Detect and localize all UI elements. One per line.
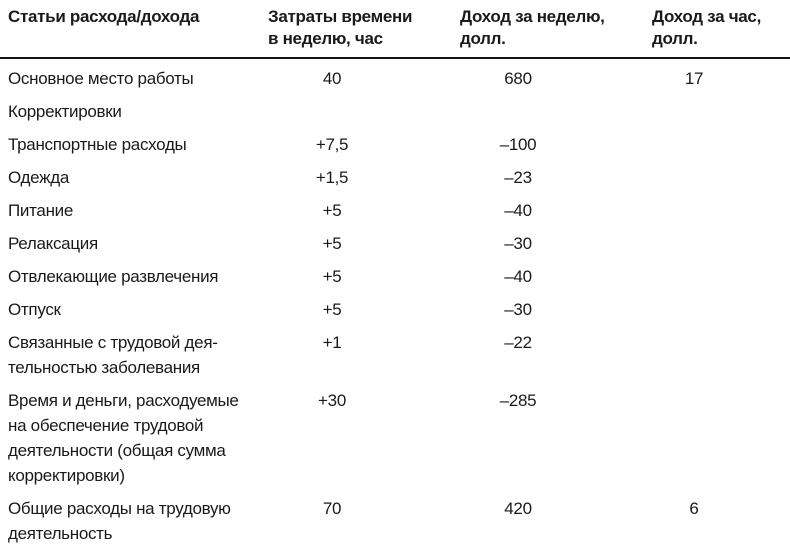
cell-item: Основное место работы	[8, 69, 194, 88]
cell-income-per-hour	[644, 161, 790, 194]
table-row: Релаксация +5 –30	[0, 227, 790, 260]
cell-income-per-hour	[644, 260, 790, 293]
cell-item: Отпуск	[8, 300, 61, 319]
cell-income-per-week: –30	[504, 300, 532, 319]
cell-item: Связанные с трудовой дея- тельностью заб…	[8, 333, 218, 377]
header-row: Статьи расхода/дохода Затраты времени в …	[0, 0, 790, 59]
cell-income-per-week	[452, 95, 644, 128]
table-row: Основное место работы 40 680 17	[0, 58, 790, 95]
cell-item: Корректировки	[8, 102, 122, 121]
header-income-per-week: Доход за неделю, долл.	[452, 0, 644, 59]
table-body: Основное место работы 40 680 17 Корректи…	[0, 58, 790, 550]
cell-time-per-week: +5	[322, 201, 342, 220]
table-row: Отвлекающие развлечения +5 –40	[0, 260, 790, 293]
cell-income-per-hour: 6	[689, 499, 699, 518]
cell-income-per-week: –40	[504, 201, 532, 220]
cell-income-per-hour	[644, 384, 790, 492]
cell-item: Отвлекающие развлечения	[8, 267, 219, 286]
cell-income-per-week: –100	[499, 135, 537, 154]
cell-time-per-week: +5	[322, 234, 342, 253]
cell-time-per-week: 40	[322, 69, 342, 88]
cell-income-per-week: 420	[504, 499, 532, 518]
cell-time-per-week: +7,5	[315, 135, 349, 154]
cell-time-per-week: +1	[322, 333, 342, 352]
cell-time-per-week: +30	[318, 391, 346, 410]
table-row: Связанные с трудовой дея- тельностью заб…	[0, 326, 790, 384]
cell-income-per-week: –23	[504, 168, 532, 187]
cell-income-per-week: –22	[504, 333, 532, 352]
cell-income-per-hour	[644, 194, 790, 227]
cell-item: Одежда	[8, 168, 69, 187]
cell-income-per-week: –40	[504, 267, 532, 286]
cell-time-per-week: 70	[322, 499, 342, 518]
table-row: Одежда +1,5 –23	[0, 161, 790, 194]
table-row: Питание +5 –40	[0, 194, 790, 227]
header-time-per-week: Затраты времени в неделю, час	[260, 0, 452, 59]
cell-income-per-week: –285	[499, 391, 537, 410]
table-row: Корректировки	[0, 95, 790, 128]
cell-income-per-week: 680	[504, 69, 532, 88]
cell-income-per-week: –30	[504, 234, 532, 253]
cell-item: Время и деньги, расходуемые на обеспечен…	[8, 391, 239, 485]
cell-time-per-week: +1,5	[315, 168, 349, 187]
cell-item: Питание	[8, 201, 74, 220]
cell-item: Общие расходы на трудовую деятельность	[8, 499, 231, 543]
cell-income-per-hour	[644, 95, 790, 128]
cell-time-per-week: +5	[322, 267, 342, 286]
cell-time-per-week	[260, 95, 452, 128]
cell-income-per-hour	[644, 293, 790, 326]
cell-income-per-hour	[644, 326, 790, 384]
header-items: Статьи расхода/дохода	[0, 0, 260, 59]
cell-income-per-hour	[644, 227, 790, 260]
table-row: Транспортные расходы +7,5 –100	[0, 128, 790, 161]
header-income-per-hour: Доход за час, долл.	[644, 0, 790, 59]
cell-time-per-week: +5	[322, 300, 342, 319]
table-row: Общие расходы на трудовую деятельность 7…	[0, 492, 790, 550]
cell-income-per-hour: 17	[684, 69, 704, 88]
table-row: Отпуск +5 –30	[0, 293, 790, 326]
table-header: Статьи расхода/дохода Затраты времени в …	[0, 0, 790, 59]
cell-item: Релаксация	[8, 234, 98, 253]
cell-income-per-hour	[644, 128, 790, 161]
table-row: Время и деньги, расходуемые на обеспечен…	[0, 384, 790, 492]
cell-item: Транспортные расходы	[8, 135, 187, 154]
